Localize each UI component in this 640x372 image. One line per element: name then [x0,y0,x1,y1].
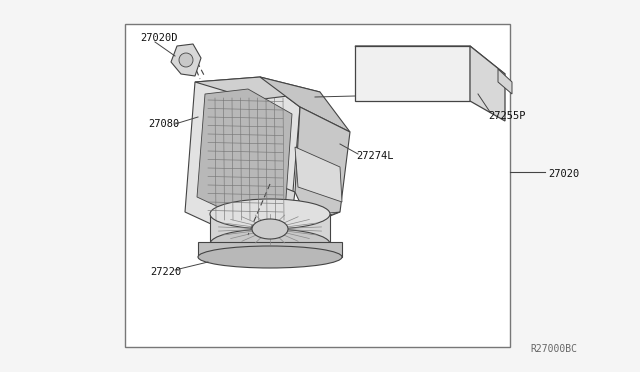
Ellipse shape [252,219,288,239]
Polygon shape [260,77,350,132]
Polygon shape [355,46,505,74]
Polygon shape [295,147,342,202]
Text: 27020: 27020 [548,169,579,179]
Polygon shape [198,242,342,257]
Text: R27000BC: R27000BC [530,344,577,354]
Bar [125,24,510,347]
Polygon shape [470,46,505,121]
Polygon shape [197,89,292,224]
Polygon shape [220,182,295,242]
Polygon shape [210,214,330,244]
Ellipse shape [210,229,330,259]
Polygon shape [355,46,470,101]
Ellipse shape [179,53,193,67]
Text: 27220: 27220 [150,267,181,277]
Text: 27020D: 27020D [140,33,177,43]
Ellipse shape [198,246,342,268]
Text: 27274L: 27274L [356,151,394,161]
Polygon shape [171,44,201,76]
Polygon shape [230,212,340,232]
Polygon shape [195,77,320,100]
Polygon shape [185,77,300,242]
Polygon shape [498,69,512,94]
Polygon shape [295,107,350,224]
Text: 27080: 27080 [148,119,179,129]
Text: 27255P: 27255P [488,111,525,121]
Ellipse shape [210,199,330,229]
